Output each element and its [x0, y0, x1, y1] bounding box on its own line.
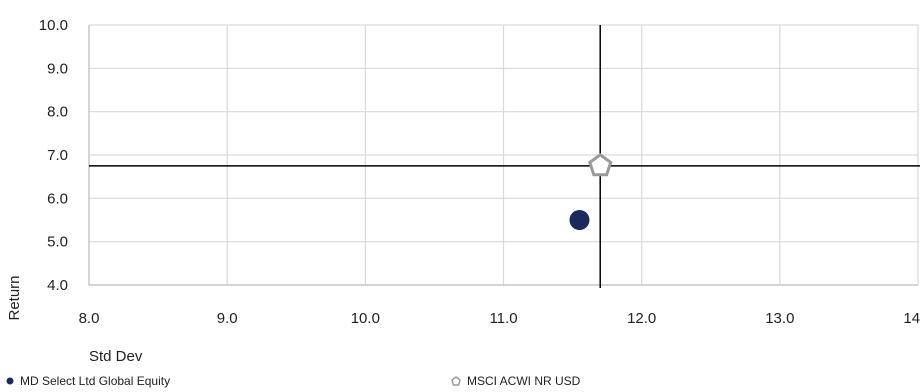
legend-label-benchmark: MSCI ACWI NR USD	[467, 374, 581, 388]
benchmark-point	[588, 152, 613, 177]
x-tick-label: 9.0	[217, 310, 238, 327]
fund-point	[569, 210, 590, 230]
x-tick-label: 12.0	[627, 310, 656, 327]
y-tick-label: 7.0	[47, 147, 68, 164]
x-tick-label: 14.0	[903, 310, 920, 327]
y-tick-label: 10.0	[39, 17, 68, 34]
reference-lines	[89, 25, 920, 288]
data-points	[569, 152, 613, 230]
y-axis-title: Return	[6, 275, 23, 320]
axis-lines	[88, 25, 918, 286]
x-tick-label: 8.0	[79, 310, 100, 327]
circle-marker-icon	[6, 377, 14, 385]
grid-lines	[88, 24, 919, 286]
x-tick-label: 13.0	[765, 310, 794, 327]
legend-item-fund: MD Select Ltd Global Equity	[6, 374, 170, 388]
y-tick-label: 9.0	[47, 60, 68, 77]
legend-item-benchmark: MSCI ACWI NR USD	[451, 374, 580, 388]
x-tick-label: 11.0	[489, 310, 517, 327]
pentagon-marker-icon	[451, 376, 461, 386]
x-axis-title: Std Dev	[89, 348, 143, 365]
y-tick-label: 6.0	[47, 190, 68, 207]
y-tick-label: 4.0	[47, 277, 68, 294]
legend: MD Select Ltd Global Equity MSCI ACWI NR…	[0, 374, 920, 392]
legend-label-fund: MD Select Ltd Global Equity	[20, 374, 171, 388]
y-tick-label: 8.0	[47, 104, 68, 121]
tick-labels: 8.0 9.0 10.0 11.0 12.0 13.0 14.0 4.0 5.0 6.0 7.0 8.…	[39, 17, 920, 327]
x-tick-label: 10.0	[351, 310, 380, 327]
y-tick-label: 5.0	[47, 234, 68, 251]
